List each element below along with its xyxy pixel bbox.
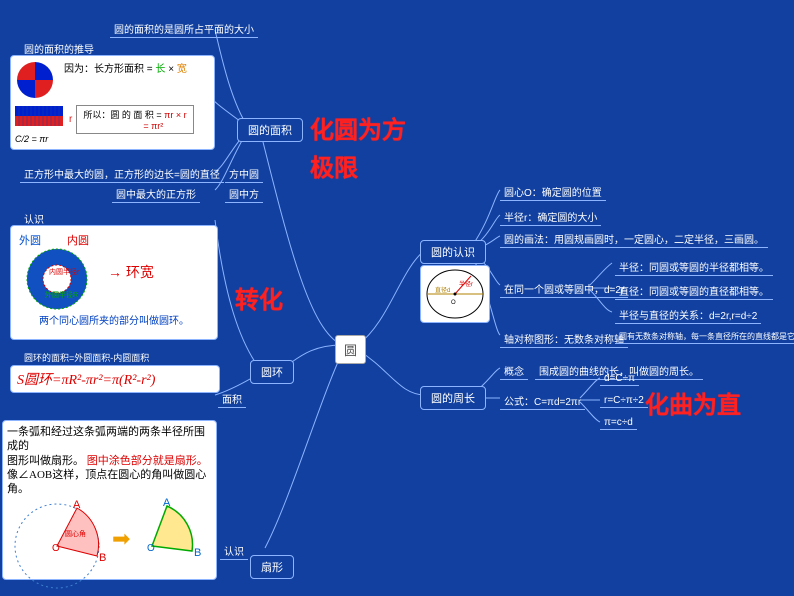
sector-line2a: 图形叫做扇形。 (7, 455, 84, 467)
leaf-same-d: 直径：同圆或等圆的直径都相等。 (615, 282, 773, 300)
leaf-center: 圆心O：确定圆的位置 (500, 183, 606, 201)
leaf-axis1: 轴对称图形：无数条对称轴 (500, 330, 628, 348)
svg-text:B: B (194, 547, 201, 559)
leaf-same-rel: 半径与直径的关系：d=2r,r=d÷2 (615, 306, 761, 324)
circum-f3: π=c÷d (600, 416, 637, 430)
so-text: 所以：圆 的 面 积 = (83, 110, 164, 120)
sector-node[interactable]: 扇形 (250, 555, 294, 579)
outer-circle-label: 外圆 (19, 232, 41, 248)
ring-formula: S圆环=πR²-πr²=π(R²-r²) (17, 373, 155, 388)
circum-f1: d=C÷π (600, 372, 639, 386)
square-leaf-1a: 正方形中最大的圆，正方形的边长=圆的直径 (20, 165, 224, 183)
formula-pir-r: πr × r (164, 110, 186, 120)
circum-formula-label: 公式：C=πd=2πr (500, 392, 585, 410)
sector-card: 一条弧和经过这条弧两端的两条半径所围成的 图形叫做扇形。 图中涂色部分就是扇形。… (2, 420, 217, 580)
svg-text:A: A (163, 497, 171, 509)
ring-formula-card: S圆环=πR²-πr²=π(R²-r²) (10, 365, 220, 393)
ring-width-label: 环宽 (126, 264, 154, 280)
sector-line1: 一条弧和经过这条弧两端的两条半径所围成的 (7, 426, 205, 452)
understand-diagram-card: 直径d 半径r O (420, 265, 490, 323)
width-label: 宽 (177, 64, 187, 75)
understand-node[interactable]: 圆的认识 (420, 240, 486, 264)
length-label: 长 (155, 64, 165, 75)
leaf-same-intro: 在同一个圆或等圆中，d=2r (500, 280, 628, 298)
leaf-same-r: 半径：同圆或等圆的半径都相等。 (615, 258, 773, 276)
square-leaf-2a: 圆中最大的正方形 (112, 185, 200, 203)
svg-text:➡: ➡ (112, 526, 130, 551)
svg-text:O: O (52, 543, 60, 554)
svg-text:B: B (99, 552, 106, 564)
square-leaf-2b: 圆中方 (225, 185, 263, 203)
sector-recog-label: 认识 (220, 542, 248, 560)
red-label-right: 化曲为直 (645, 385, 741, 420)
leaf-draw: 圆的画法：用圆规画圆时，一定圆心，二定半径，三画圆。 (500, 230, 768, 248)
area-derivation-card: 因为：长方形面积 = 长 × 宽 r 所以：圆 的 面 (10, 55, 215, 150)
because-text: 因为：长方形面积 = (64, 64, 155, 75)
red-label-top1: 化圆为方 (310, 110, 406, 145)
area-node[interactable]: 圆的面积 (237, 118, 303, 142)
svg-text:O: O (451, 300, 456, 306)
svg-text:A: A (73, 499, 81, 511)
ring-area-label: 面积 (218, 390, 246, 408)
r-label: r (69, 114, 72, 125)
outer-r-label: 外圆半径R (45, 290, 78, 300)
square-leaf-1b: 方中圆 (225, 165, 263, 183)
area-definition-leaf: 圆的面积的是圆所占平面的大小 (110, 20, 258, 38)
c-over-2-label: C/2 = πr (15, 134, 210, 144)
svg-text:圆心角: 圆心角 (65, 529, 86, 538)
ring-card: 外圆 内圆 内圆半径r 外圆半径R → 环宽 两个同心圆所夹的部分叫做圆环。 (10, 225, 218, 340)
svg-text:直径d: 直径d (435, 286, 450, 294)
times-label: × (168, 64, 177, 75)
leaf-axis2: 圆有无数条对称轴，每一条直径所在的直线都是它的对称轴。 (615, 330, 794, 344)
svg-text:O: O (147, 543, 155, 554)
circum-concept-label: 概念 (500, 362, 528, 380)
inner-circle-label: 内圆 (67, 232, 89, 248)
circum-node[interactable]: 圆的周长 (420, 386, 486, 410)
leaf-radius: 半径r：确定圆的大小 (500, 208, 601, 226)
ring-node[interactable]: 圆环 (250, 360, 294, 384)
formula-pir2: = πr² (143, 121, 163, 131)
red-label-mid: 转化 (235, 280, 283, 315)
ring-formula-title: 圆环的面积=外圆面积-内圆面积 (20, 350, 153, 366)
svg-text:半径r: 半径r (459, 280, 473, 288)
red-label-top2: 极限 (310, 148, 358, 183)
sector-line3: 像∠AOB这样，顶点在圆心的角叫做圆心角。 (7, 469, 206, 495)
center-node[interactable]: 圆 (335, 335, 366, 364)
inner-r-label: 内圆半径r (49, 267, 79, 277)
ring-caption: 两个同心圆所夹的部分叫做圆环。 (17, 312, 211, 327)
sector-line2b: 图中涂色部分就是扇形。 (87, 455, 208, 467)
circum-f2: r=C÷π÷2 (600, 394, 648, 408)
